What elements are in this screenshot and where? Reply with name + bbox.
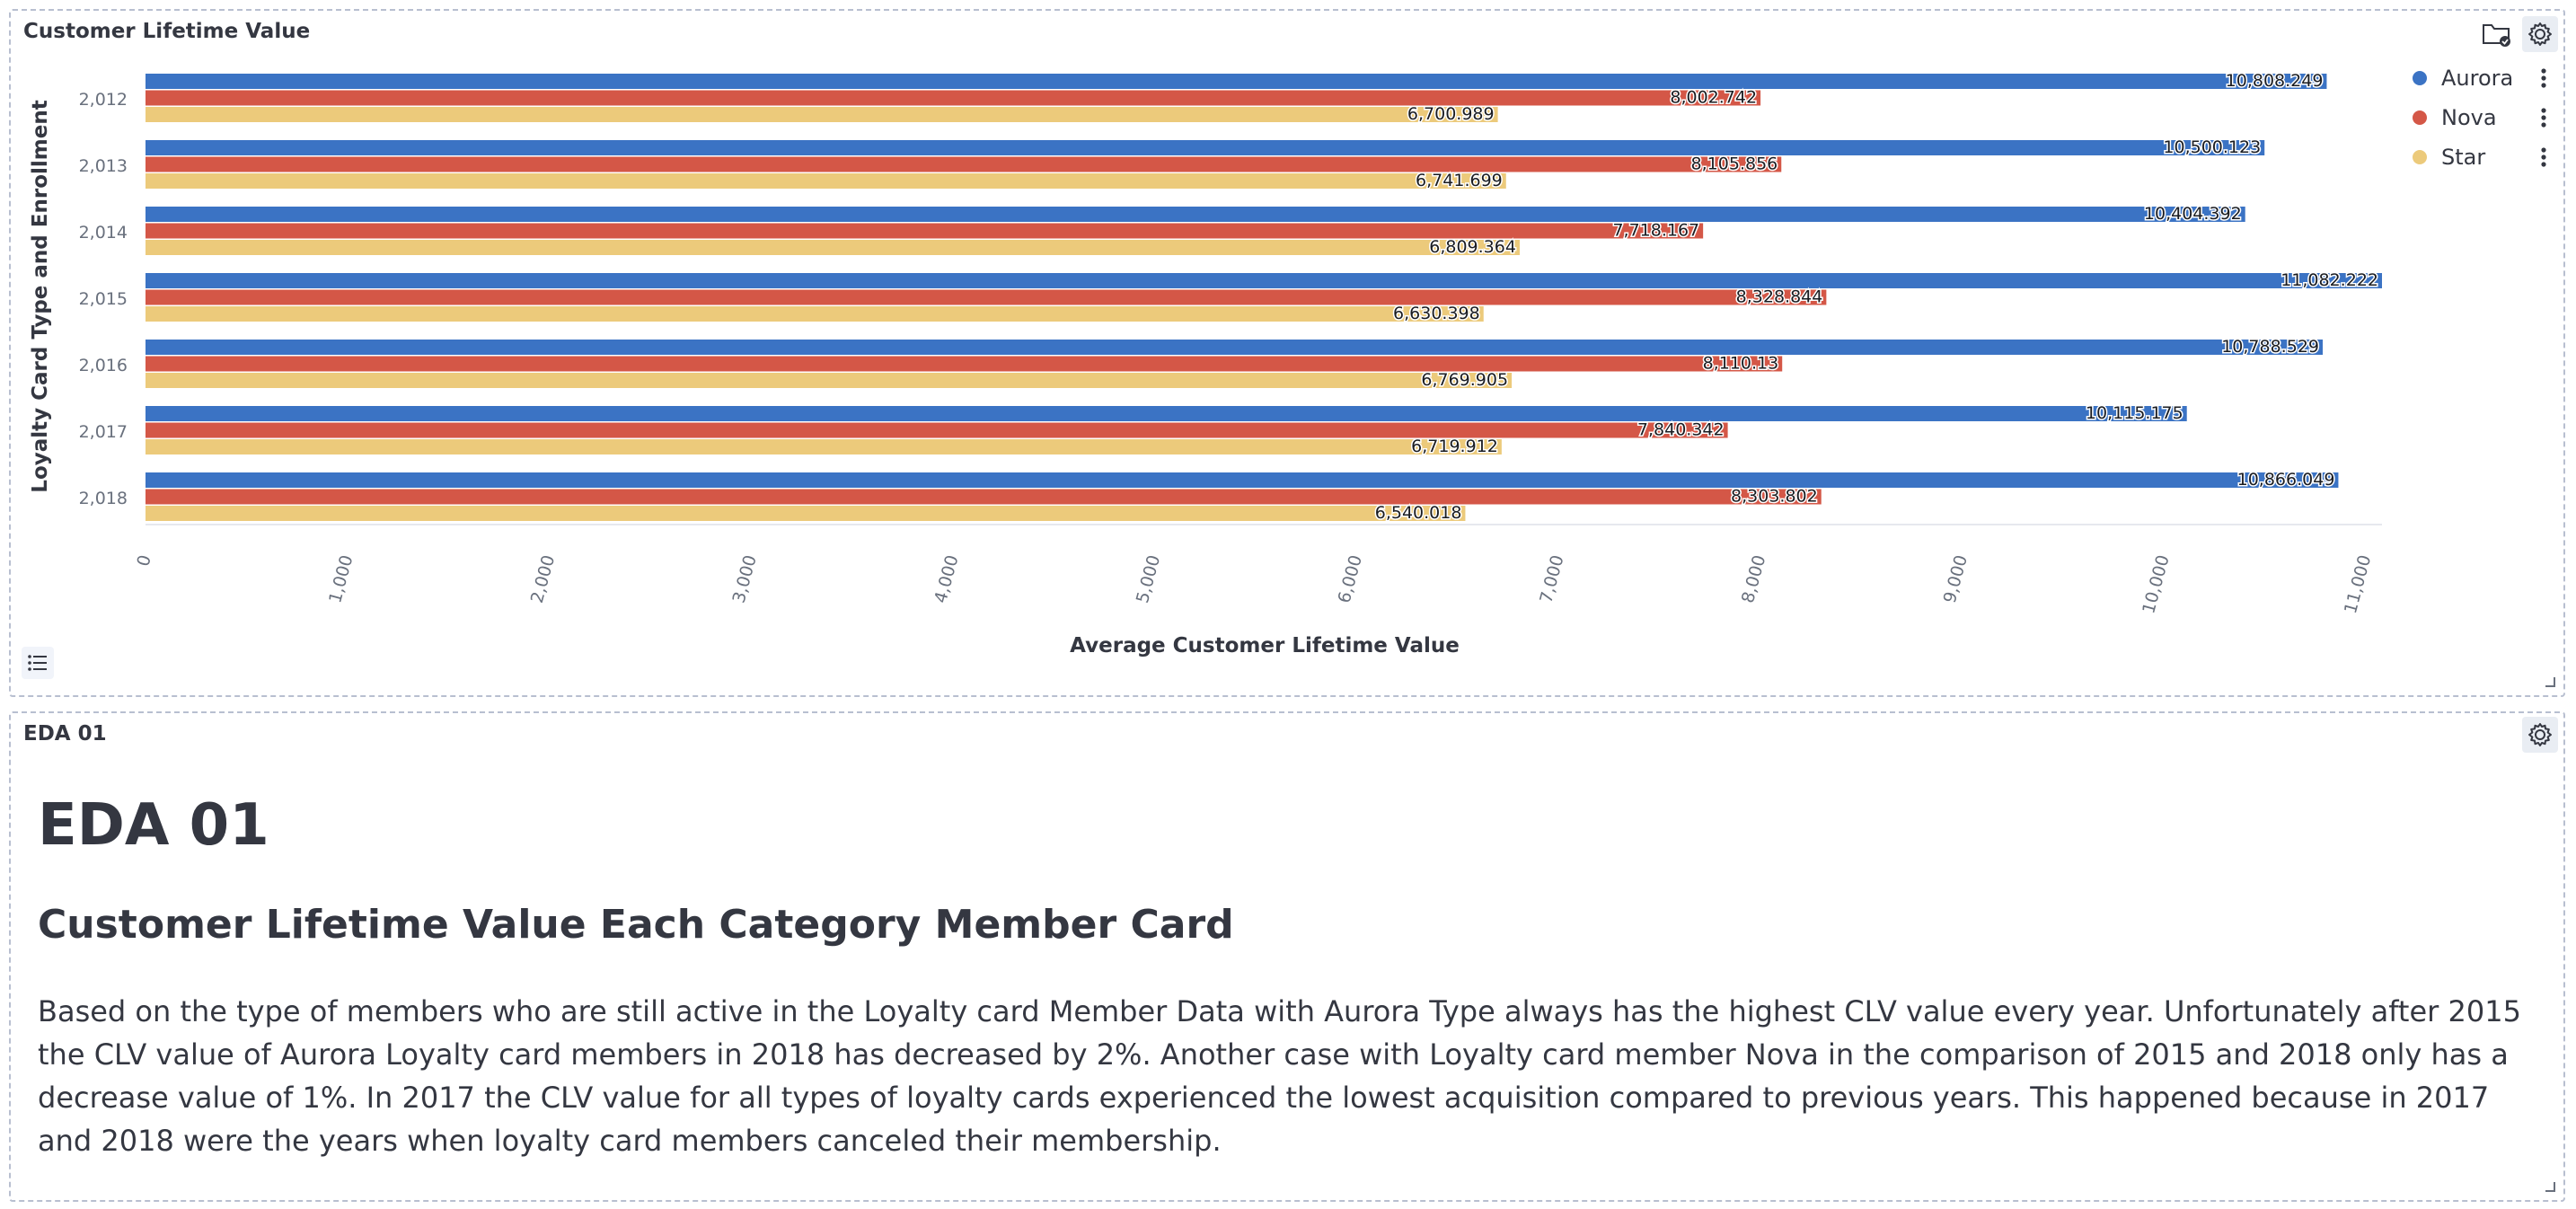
bar-aurora-0[interactable] <box>146 74 2327 89</box>
bar-star-0[interactable] <box>146 107 1498 122</box>
panel-title: EDA 01 <box>23 722 107 746</box>
bar-star-5[interactable] <box>146 439 1502 454</box>
x-tick-label: 11,000 <box>2341 553 2375 616</box>
data-label: 8,105.856 <box>1691 154 1778 174</box>
data-label: 8,303.802 <box>1731 487 1818 507</box>
gear-icon[interactable] <box>2522 16 2558 52</box>
dots-vertical-icon[interactable] <box>2541 154 2546 160</box>
x-tick-label: 5,000 <box>1133 553 1164 605</box>
bar-nova-6[interactable] <box>146 489 1822 505</box>
resize-handle-icon[interactable] <box>2544 1180 2556 1193</box>
x-tick-label: 0 <box>133 553 154 569</box>
y-tick-label: 2,013 <box>79 156 128 176</box>
bar-nova-0[interactable] <box>146 90 1761 106</box>
dots-vertical-icon[interactable] <box>2541 68 2546 74</box>
data-label: 6,540.018 <box>1375 503 1462 523</box>
dots-vertical-icon[interactable] <box>2541 147 2546 153</box>
bar-nova-5[interactable] <box>146 422 1728 438</box>
legend-swatch <box>2413 110 2427 125</box>
dots-vertical-icon[interactable] <box>2541 162 2546 167</box>
data-label: 10,404.392 <box>2144 204 2242 224</box>
markdown-paragraph: Based on the type of members who are sti… <box>38 994 2521 1158</box>
dots-vertical-icon[interactable] <box>2541 122 2546 128</box>
x-tick-label: 6,000 <box>1335 553 1366 605</box>
legend-item-star[interactable]: Star <box>2441 145 2485 170</box>
bar-nova-1[interactable] <box>146 156 1782 172</box>
x-tick-label: 9,000 <box>1940 553 1972 605</box>
x-tick-label: 2,000 <box>527 553 559 605</box>
data-label: 10,788.529 <box>2221 337 2319 357</box>
data-label: 8,328.844 <box>1736 287 1823 307</box>
y-tick-label: 2,014 <box>79 223 128 243</box>
data-label: 8,110.13 <box>1703 354 1779 374</box>
y-tick-label: 2,016 <box>79 356 128 375</box>
x-tick-label: 1,000 <box>325 553 357 605</box>
panel-title: Customer Lifetime Value <box>23 20 311 43</box>
dots-vertical-icon[interactable] <box>2541 108 2546 113</box>
data-label: 10,866.049 <box>2237 470 2335 490</box>
y-tick-label: 2,015 <box>79 289 128 309</box>
data-label: 10,500.123 <box>2163 137 2261 157</box>
bar-chart: 10,808.249 8,002.742 6,700.989 10,500.123 8,… <box>29 66 2546 657</box>
x-tick-label: 3,000 <box>729 553 761 605</box>
bar-aurora-5[interactable] <box>146 406 2187 421</box>
bar-aurora-1[interactable] <box>146 140 2265 155</box>
legend-swatch <box>2413 71 2427 85</box>
chart-panel: Customer Lifetime Value 10,808.249 8,002.… <box>9 9 2565 697</box>
markdown-panel: EDA 01 EDA 01 Customer Lifetime Value Ea… <box>9 711 2565 1202</box>
data-label: 6,630.398 <box>1393 304 1480 323</box>
y-tick-label: 2,018 <box>79 489 128 508</box>
bar-aurora-3[interactable] <box>146 273 2382 288</box>
resize-handle-icon[interactable] <box>2544 675 2556 688</box>
bar-aurora-6[interactable] <box>146 472 2339 488</box>
bar-star-1[interactable] <box>146 173 1506 189</box>
y-tick-label: 2,012 <box>79 90 128 110</box>
data-label: 10,115.175 <box>2086 403 2183 423</box>
bar-star-4[interactable] <box>146 373 1513 388</box>
gear-icon[interactable] <box>2522 717 2558 753</box>
data-label: 7,840.342 <box>1637 420 1725 440</box>
dots-vertical-icon[interactable] <box>2541 83 2546 88</box>
legend-item-aurora[interactable]: Aurora <box>2441 66 2513 91</box>
bar-star-2[interactable] <box>146 240 1520 255</box>
dots-vertical-icon[interactable] <box>2541 75 2546 81</box>
x-tick-label: 7,000 <box>1536 553 1567 605</box>
data-label: 11,082.222 <box>2280 270 2378 290</box>
data-label: 6,700.989 <box>1407 104 1495 124</box>
dots-vertical-icon[interactable] <box>2541 115 2546 120</box>
data-label: 6,719.912 <box>1411 437 1498 456</box>
folder-check-icon[interactable] <box>2479 16 2515 52</box>
x-tick-label: 8,000 <box>1738 553 1769 605</box>
legend-swatch <box>2413 150 2427 164</box>
bar-nova-4[interactable] <box>146 356 1783 372</box>
y-tick-label: 2,017 <box>79 422 128 442</box>
legend-list-icon[interactable] <box>22 647 54 679</box>
data-label: 8,002.742 <box>1670 88 1757 108</box>
legend-item-nova[interactable]: Nova <box>2441 105 2497 130</box>
bar-aurora-2[interactable] <box>146 207 2245 222</box>
bar-nova-2[interactable] <box>146 223 1704 239</box>
data-label: 10,808.249 <box>2226 71 2324 91</box>
x-axis-title: Average Customer Lifetime Value <box>1070 634 1460 657</box>
x-tick-label: 10,000 <box>2139 553 2173 616</box>
y-axis-title: Loyalty Card Type and Enrollment <box>29 100 52 492</box>
data-label: 6,769.905 <box>1421 370 1508 390</box>
bar-aurora-4[interactable] <box>146 340 2324 355</box>
data-label: 6,741.699 <box>1416 171 1503 190</box>
bar-nova-3[interactable] <box>146 289 1827 305</box>
bar-star-6[interactable] <box>146 506 1466 521</box>
bar-star-3[interactable] <box>146 306 1484 322</box>
x-tick-label: 4,000 <box>931 553 962 605</box>
markdown-subheading: Customer Lifetime Value Each Category Me… <box>38 902 1234 948</box>
data-label: 7,718.167 <box>1612 221 1699 241</box>
data-label: 6,809.364 <box>1429 237 1516 257</box>
markdown-heading: EDA 01 <box>38 792 269 859</box>
